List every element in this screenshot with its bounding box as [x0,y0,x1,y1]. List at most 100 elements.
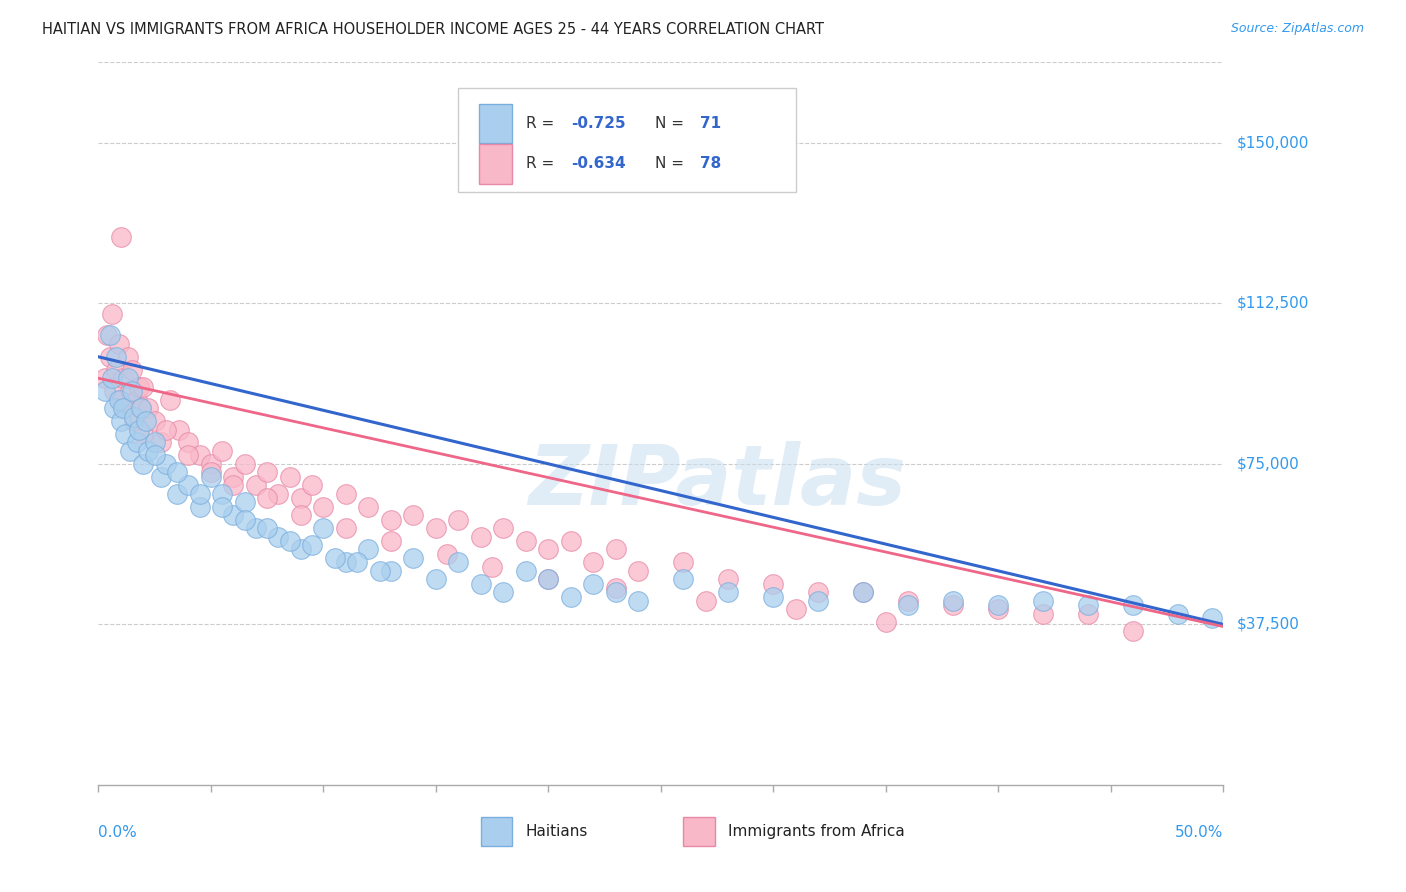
Bar [478,103,512,144]
Point [94,371,117,385]
Point [169,423,191,437]
Point [132,457,155,471]
Point [762,590,785,604]
Point [177,478,200,492]
Point [1167,607,1189,621]
Point [335,555,357,569]
Point [605,581,627,595]
Point [695,594,717,608]
Point [166,466,188,480]
Point [447,555,470,569]
Point [136,401,159,416]
Point [323,551,346,566]
Text: R =: R = [526,156,560,171]
Point [118,444,141,458]
Point [470,530,492,544]
Point [233,457,256,471]
Text: 71: 71 [700,116,721,131]
Point [1077,607,1099,621]
Point [103,384,125,398]
Point [222,478,245,492]
Point [605,542,627,557]
Point [987,602,1010,616]
Point [143,435,166,450]
Point [1077,598,1099,612]
Point [114,426,136,441]
Point [110,392,132,407]
Point [290,508,312,523]
Point [112,371,135,385]
Point [582,555,605,569]
Point [762,576,785,591]
Point [447,512,470,526]
Point [245,478,267,492]
Point [278,533,301,548]
Point [807,585,830,599]
Point [627,564,650,578]
Text: Haitians: Haitians [526,824,588,839]
Point [807,594,830,608]
Point [357,500,380,514]
Point [129,401,152,416]
Text: 50.0%: 50.0% [1175,825,1223,839]
Point [188,500,211,514]
Point [101,307,124,321]
Point [301,538,323,552]
Point [155,423,177,437]
Point [132,426,155,441]
Point [211,487,233,501]
Point [94,384,117,398]
Point [200,466,222,480]
Point [987,598,1010,612]
Point [537,542,560,557]
Point [672,573,695,587]
Point [98,350,121,364]
Point [380,533,402,548]
Point [481,559,503,574]
Point [143,448,166,462]
Point [278,469,301,483]
Point [267,530,290,544]
Point [177,448,200,462]
Point [110,230,132,244]
Point [256,466,278,480]
Point [132,380,155,394]
Point [112,401,135,416]
Point [492,521,515,535]
Point [211,500,233,514]
Point [335,487,357,501]
Point [105,350,128,364]
Point [124,409,146,424]
Point [560,533,582,548]
Point [537,573,560,587]
Bar [481,817,512,847]
Point [245,521,267,535]
Point [159,392,181,407]
Bar [458,87,796,193]
Point [200,469,222,483]
Text: R =: R = [526,116,560,131]
Point [117,350,139,364]
Point [124,414,146,428]
Point [101,371,124,385]
Point [166,487,188,501]
Point [135,414,157,428]
Point [121,362,143,376]
Point [717,585,740,599]
Point [290,491,312,505]
Text: 78: 78 [700,156,721,171]
Text: $150,000: $150,000 [1237,136,1309,150]
Text: -0.634: -0.634 [571,156,626,171]
Point [211,444,233,458]
Point [335,521,357,535]
Point [125,435,148,450]
Point [897,598,920,612]
Point [128,380,150,394]
Text: N =: N = [655,116,689,131]
Bar [683,817,714,847]
Point [107,337,129,351]
Point [560,590,582,604]
Point [188,487,211,501]
Text: $112,500: $112,500 [1237,296,1309,310]
Bar [478,145,512,184]
